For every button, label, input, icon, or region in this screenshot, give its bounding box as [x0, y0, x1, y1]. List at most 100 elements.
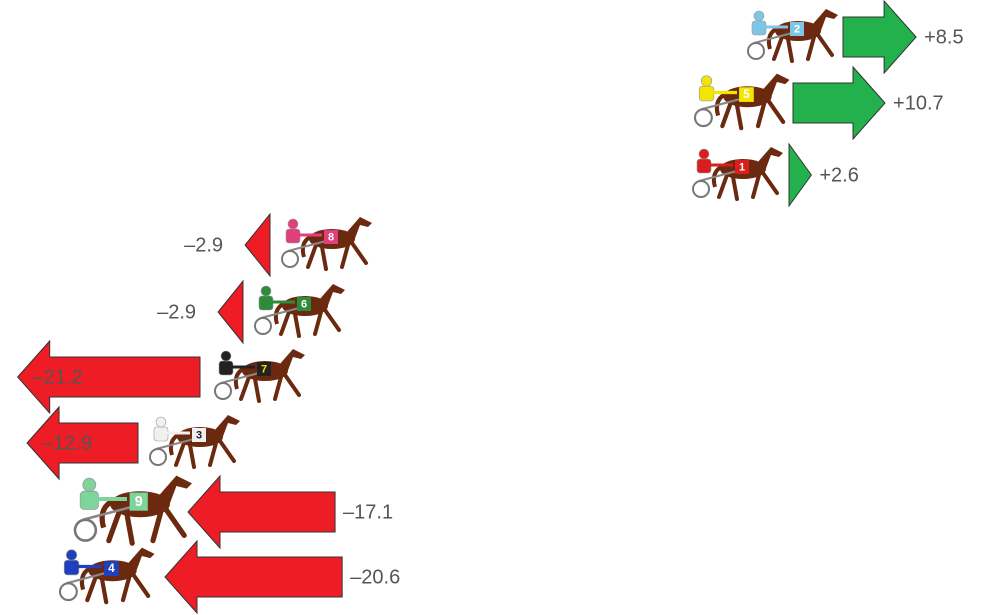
horse: 7 — [214, 349, 305, 403]
sulky-shaft — [66, 571, 107, 585]
sulky-wheel — [73, 518, 98, 542]
jockey-body — [285, 228, 301, 244]
horse-number: 5 — [743, 89, 750, 101]
horse-legs — [239, 373, 301, 403]
saddle-cloth — [735, 160, 749, 174]
value-label: –21.2 — [33, 366, 83, 388]
sulky-shaft — [698, 170, 738, 182]
horse-tail — [711, 165, 723, 188]
horse-tail — [99, 499, 113, 529]
jockey-body — [153, 426, 169, 442]
jockey-body — [751, 20, 767, 36]
sulky-wheel — [747, 42, 765, 60]
saddle-cloth — [790, 22, 804, 36]
value-label: +8.5 — [924, 26, 963, 48]
horse-number: 1 — [739, 161, 745, 173]
horse-number: 7 — [261, 363, 267, 375]
horse-neck — [214, 415, 240, 439]
value-label: –2.9 — [184, 234, 223, 256]
value-label: –20.6 — [350, 566, 400, 588]
sulky-shaft — [220, 372, 260, 384]
horse-neck — [127, 547, 155, 573]
jockey-body — [696, 158, 712, 174]
jockey-head — [260, 285, 272, 297]
arrow — [187, 474, 336, 550]
arrow — [244, 212, 271, 278]
arrow — [842, 0, 917, 75]
sulky-shaft — [82, 505, 133, 522]
jockey-body — [63, 559, 80, 576]
sulky-shaft — [155, 438, 195, 450]
jockey-head — [700, 75, 713, 87]
horse-number: 4 — [108, 563, 115, 575]
horse-legs — [106, 506, 187, 546]
horse-neck — [346, 217, 372, 241]
horse-tail — [300, 235, 312, 258]
horse: 1 — [692, 147, 783, 201]
horse: 6 — [254, 284, 345, 338]
jockey-head — [753, 10, 765, 22]
horse-tail — [273, 302, 285, 325]
value-label: –17.1 — [343, 501, 393, 523]
horse-neck — [279, 349, 305, 373]
value-label: +2.6 — [819, 164, 858, 186]
jockey-body — [79, 490, 99, 510]
sulky-shaft — [287, 240, 327, 252]
horse-neck — [319, 284, 345, 308]
value-label: –12.9 — [42, 432, 92, 454]
horse-legs — [772, 33, 834, 63]
sulky-wheel — [281, 250, 299, 268]
saddle-cloth — [104, 561, 119, 576]
sulky-wheel — [254, 317, 272, 335]
arrow — [792, 65, 886, 141]
jockey-head — [155, 416, 167, 428]
saddle-cloth — [192, 428, 206, 442]
horse-neck — [158, 475, 192, 507]
saddle-cloth — [739, 87, 754, 102]
horse-neck — [762, 73, 790, 99]
jockey-head — [698, 148, 710, 160]
jockey-head — [82, 477, 97, 492]
horse-number: 8 — [328, 231, 334, 243]
horse-legs — [720, 98, 786, 131]
horse-neck — [812, 9, 838, 33]
arrow — [788, 142, 812, 208]
jockey-body — [218, 360, 234, 376]
jockey-head — [220, 350, 232, 362]
horse-neck — [757, 147, 783, 171]
horse: 4 — [58, 547, 155, 605]
horse: 5 — [693, 73, 790, 131]
sulky-shaft — [753, 32, 793, 44]
horse-legs — [717, 171, 779, 201]
sulky-shaft — [260, 307, 300, 319]
arrow — [164, 539, 343, 615]
horse-number: 6 — [301, 298, 307, 310]
horse-legs — [279, 308, 341, 338]
horse: 9 — [73, 475, 192, 546]
horse-number: 9 — [135, 494, 143, 510]
arrow — [17, 339, 201, 415]
jockey-body — [258, 295, 274, 311]
horse-tail — [79, 566, 91, 591]
saddle-cloth — [257, 362, 271, 376]
value-label: –2.9 — [157, 301, 196, 323]
sulky-wheel — [693, 108, 713, 128]
sulky-wheel — [692, 180, 710, 198]
saddle-cloth — [324, 230, 338, 244]
horse-number: 2 — [794, 23, 800, 35]
horse-number: 3 — [196, 429, 202, 441]
horse: 3 — [149, 415, 240, 469]
value-label: +10.7 — [893, 92, 944, 114]
horse: 8 — [281, 217, 372, 271]
sulky-shaft — [701, 97, 742, 111]
jockey-head — [287, 218, 299, 230]
horse: 2 — [747, 9, 838, 63]
horse-tail — [233, 367, 245, 390]
sulky-wheel — [149, 448, 167, 466]
jockey-body — [698, 85, 715, 102]
horse-legs — [306, 241, 368, 271]
saddle-cloth — [129, 492, 148, 511]
horse-tail — [766, 27, 778, 50]
sulky-wheel — [58, 582, 78, 602]
